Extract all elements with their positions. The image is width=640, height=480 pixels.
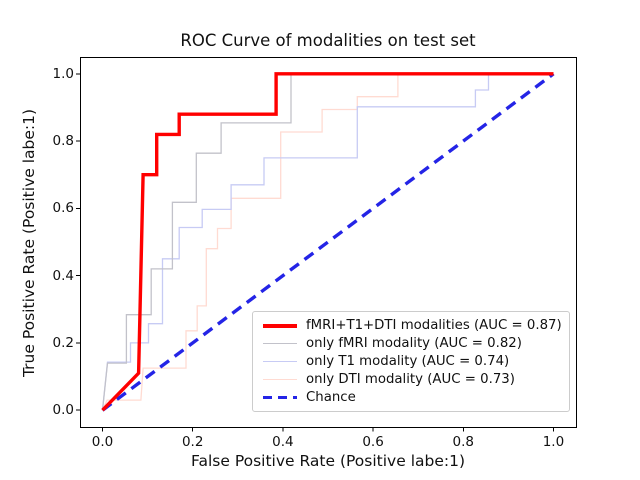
y-tick-label: 1.0: [52, 65, 74, 82]
x-axis-label: False Positive Rate (Positive labe:1): [190, 452, 466, 470]
y-tick-label: 0.2: [52, 334, 74, 351]
legend: fMRI+T1+DTI modalities (AUC = 0.87) only …: [252, 311, 570, 413]
legend-item-chance: Chance: [263, 389, 559, 407]
x-tick-label: 0.4: [272, 434, 294, 450]
legend-label-only_fmri: only fMRI modality (AUC = 0.82): [306, 336, 522, 352]
x-tick-label: 1.0: [542, 434, 565, 450]
legend-line-chance: [263, 395, 297, 400]
roc-curve-fmri_t1_dti: [101, 72, 554, 412]
legend-item-only_t1: only T1 modality (AUC = 0.74): [263, 353, 559, 371]
roc-curve-only_dti: [101, 73, 554, 411]
legend-item-only_fmri: only fMRI modality (AUC = 0.82): [263, 335, 559, 353]
legend-label-only_dti: only DTI modality (AUC = 0.73): [306, 372, 515, 388]
legend-line-only_fmri: [263, 343, 297, 345]
legend-line-only_dti: [263, 378, 297, 381]
legend-label-chance: Chance: [306, 390, 356, 405]
legend-label-only_t1: only T1 modality (AUC = 0.74): [306, 354, 510, 370]
roc-curve-only_t1: [101, 73, 554, 411]
x-tick-label: 0.0: [91, 434, 114, 450]
y-tick-label: 0.0: [52, 402, 74, 419]
plot-frame: [80, 57, 577, 428]
x-tick-label: 0.2: [181, 434, 204, 450]
y-tick-label: 0.4: [52, 267, 74, 284]
roc-curve-chance: [101, 72, 555, 412]
chart-title: ROC Curve of modalities on test set: [180, 31, 476, 50]
y-tick-label: 0.8: [52, 133, 74, 150]
legend-item-only_dti: only DTI modality (AUC = 0.73): [263, 371, 559, 389]
legend-line-only_t1: [263, 361, 297, 363]
roc-curve-only_fmri: [101, 73, 554, 411]
y-tick-label: 0.6: [52, 200, 74, 217]
legend-item-fmri_t1_dti: fMRI+T1+DTI modalities (AUC = 0.87): [263, 317, 562, 335]
legend-line-fmri_t1_dti: [263, 324, 297, 328]
x-tick-label: 0.8: [452, 434, 474, 450]
x-tick-label: 0.6: [362, 434, 384, 450]
legend-label-fmri_t1_dti: fMRI+T1+DTI modalities (AUC = 0.87): [306, 318, 562, 334]
